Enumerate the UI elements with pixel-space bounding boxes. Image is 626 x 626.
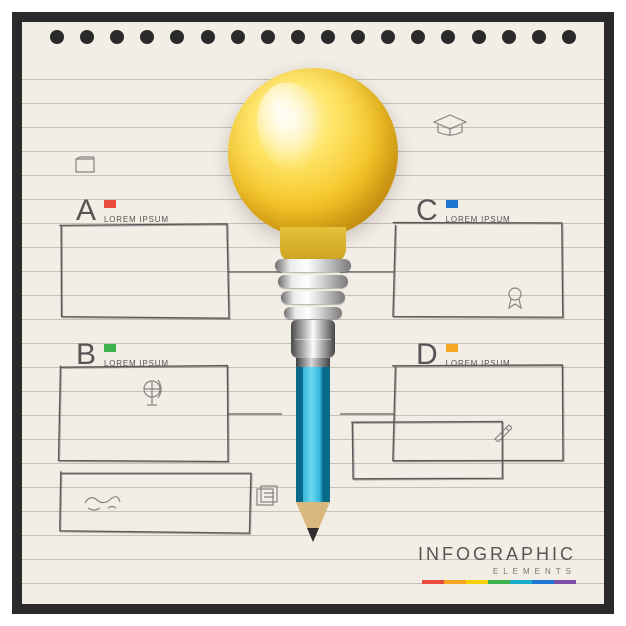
binder-hole <box>140 30 154 44</box>
section-label: LOREM IPSUM <box>104 359 169 368</box>
small-pencil-icon <box>492 422 512 442</box>
swatch <box>488 580 510 584</box>
globe-icon <box>140 378 164 408</box>
binder-hole <box>351 30 365 44</box>
binder-hole <box>562 30 576 44</box>
light-bulb <box>228 68 398 263</box>
binder-holes <box>22 30 604 44</box>
swatch <box>444 580 466 584</box>
footer-title: INFOGRAPHIC <box>418 544 576 565</box>
section-letter: C <box>416 194 438 228</box>
binder-hole <box>291 30 305 44</box>
swatch <box>554 580 576 584</box>
section-d: D LOREM IPSUM <box>416 338 510 372</box>
section-label: LOREM IPSUM <box>446 215 511 224</box>
section-letter: A <box>76 194 96 228</box>
section-b: B LOREM IPSUM <box>76 338 169 372</box>
book-icon <box>74 156 96 174</box>
binder-hole <box>80 30 94 44</box>
grad-cap-icon <box>430 112 470 140</box>
binder-hole <box>532 30 546 44</box>
binder-hole <box>201 30 215 44</box>
binder-hole <box>50 30 64 44</box>
binder-hole <box>261 30 275 44</box>
bulb-pencil-graphic <box>223 68 403 558</box>
infographic-title-block: INFOGRAPHIC ELEMENTS <box>418 544 576 584</box>
swatch <box>532 580 554 584</box>
pencil-ferrule <box>291 320 335 358</box>
section-marker <box>104 344 116 352</box>
binder-hole <box>110 30 124 44</box>
color-swatches <box>418 580 576 584</box>
section-label: LOREM IPSUM <box>104 215 169 224</box>
binder-hole <box>441 30 455 44</box>
section-marker <box>104 200 116 208</box>
binder-hole <box>411 30 425 44</box>
pencil-body <box>296 358 330 502</box>
badge-icon <box>506 286 524 310</box>
binder-hole <box>472 30 486 44</box>
section-c: C LOREM IPSUM <box>416 194 510 228</box>
bulb-socket <box>275 259 351 319</box>
binder-hole <box>502 30 516 44</box>
section-a: A LOREM IPSUM <box>76 194 169 228</box>
swatch <box>510 580 532 584</box>
section-letter: D <box>416 338 438 372</box>
footer-subtitle: ELEMENTS <box>418 567 576 576</box>
swatch <box>422 580 444 584</box>
section-marker <box>446 200 458 208</box>
swatch <box>466 580 488 584</box>
binder-hole <box>231 30 245 44</box>
section-label: LOREM IPSUM <box>446 359 511 368</box>
pencil-tip <box>296 502 330 542</box>
binder-hole <box>170 30 184 44</box>
map-icon <box>82 490 122 516</box>
notebook-frame: A LOREM IPSUM B LOREM IPSUM C LOREM IPSUM D LOR… <box>12 12 614 614</box>
section-letter: B <box>76 338 96 372</box>
binder-hole <box>381 30 395 44</box>
section-marker <box>446 344 458 352</box>
binder-hole <box>321 30 335 44</box>
